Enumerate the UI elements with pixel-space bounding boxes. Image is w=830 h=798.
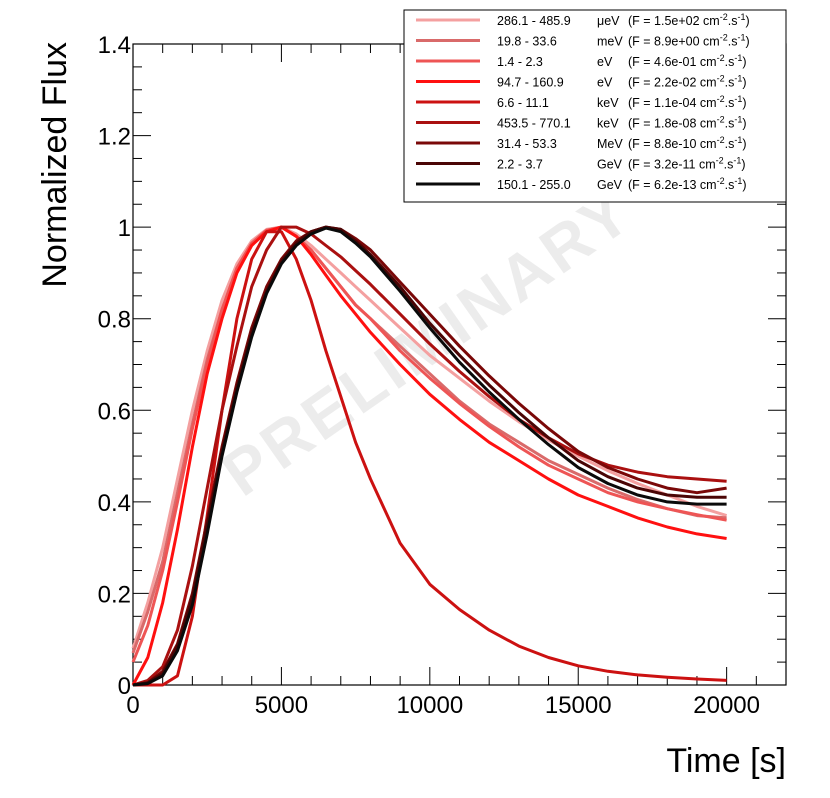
series-line xyxy=(132,225,727,687)
legend-range: 2.2 - 3.7 xyxy=(497,158,543,172)
legend-flux: (F = 1.5e+02 cm-2.s-1) xyxy=(628,12,750,28)
legend-flux: (F = 6.2e-13 cm-2.s-1) xyxy=(628,176,747,192)
legend-unit: eV xyxy=(597,55,613,69)
legend-range: 19.8 - 33.6 xyxy=(497,35,557,49)
x-tick-label: 15000 xyxy=(545,692,612,719)
legend-flux: (F = 8.8e-10 cm-2.s-1) xyxy=(628,135,747,151)
y-tick-label: 0.8 xyxy=(98,307,131,334)
legend-flux: (F = 1.8e-08 cm-2.s-1) xyxy=(628,115,747,131)
series-line xyxy=(131,225,727,654)
y-tick-label: 1 xyxy=(118,215,131,242)
legend-range: 6.6 - 11.1 xyxy=(497,96,549,110)
x-tick-label: 10000 xyxy=(396,692,463,719)
legend-flux: (F = 1.1e-04 cm-2.s-1) xyxy=(628,94,747,110)
legend-unit: keV xyxy=(597,96,619,110)
series-line xyxy=(132,226,727,687)
legend-range: 453.5 - 770.1 xyxy=(497,117,571,131)
legend-unit: meV xyxy=(597,35,623,49)
legend-unit: μeV xyxy=(597,14,620,28)
legend-unit: MeV xyxy=(597,137,623,151)
x-tick-labels: 0 5000 10000 15000 20000 xyxy=(126,692,760,719)
series-line xyxy=(131,225,727,686)
y-tick-label: 1.4 xyxy=(98,32,131,59)
legend-flux: (F = 2.2e-02 cm-2.s-1) xyxy=(628,74,747,90)
series-line xyxy=(131,225,727,663)
legend-unit: GeV xyxy=(597,158,623,172)
series-line xyxy=(131,225,728,649)
y-tick-labels: 0 0.2 0.4 0.6 0.8 1 1.2 1.4 xyxy=(98,32,131,700)
y-tick-label: 0 xyxy=(118,673,131,700)
legend-unit: keV xyxy=(597,117,619,131)
legend-unit: eV xyxy=(597,76,613,90)
y-tick-label: 0.2 xyxy=(98,581,131,608)
y-tick-label: 0.4 xyxy=(98,490,131,517)
legend-range: 94.7 - 160.9 xyxy=(497,76,564,90)
legend-flux: (F = 3.2e-11 cm-2.s-1) xyxy=(628,156,746,172)
y-tick-label: 0.6 xyxy=(98,398,131,425)
x-tick-label: 20000 xyxy=(693,692,760,719)
legend-range: 1.4 - 2.3 xyxy=(497,55,543,69)
series-lines xyxy=(131,225,728,687)
x-axis-title: Time [s] xyxy=(666,742,786,780)
legend-flux: (F = 8.9e+00 cm-2.s-1) xyxy=(628,33,750,49)
legend-range: 286.1 - 485.9 xyxy=(497,14,571,28)
legend-range: 31.4 - 53.3 xyxy=(497,137,557,151)
legend-flux: (F = 4.6e-01 cm-2.s-1) xyxy=(628,53,747,69)
legend: 286.1 - 485.9 μeV (F = 1.5e+02 cm-2.s-1) 19… xyxy=(403,9,787,203)
x-tick-label: 5000 xyxy=(255,692,308,719)
y-tick-label: 1.2 xyxy=(98,124,131,151)
y-axis-title: Normalized Flux xyxy=(36,42,74,288)
legend-range: 150.1 - 255.0 xyxy=(497,178,571,192)
legend-unit: GeV xyxy=(597,178,623,192)
axis-ticks xyxy=(132,43,787,686)
x-tick-label: 0 xyxy=(126,692,139,719)
